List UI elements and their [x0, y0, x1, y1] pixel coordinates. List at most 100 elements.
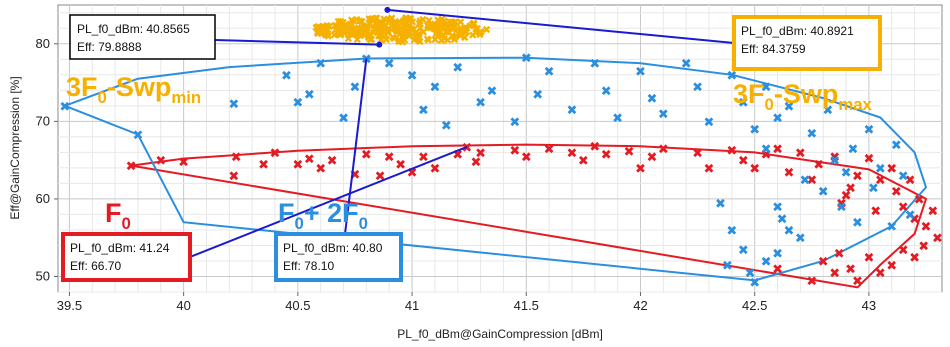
data-point-marker: ✖ [228, 170, 239, 185]
data-point-marker: ✖ [449, 21, 458, 34]
data-point-marker: ✖ [323, 24, 332, 37]
data-point-marker: ✖ [918, 239, 929, 254]
data-point-marker: ✖ [891, 139, 902, 154]
data-point-marker: ✖ [443, 19, 452, 32]
annotation-connector [387, 8, 735, 44]
data-point-marker: ✖ [451, 16, 460, 29]
data-point-marker: ✖ [726, 144, 737, 159]
data-point-marker: ✖ [749, 123, 760, 138]
data-point-marker: ✖ [818, 255, 829, 270]
data-point-marker: ✖ [231, 150, 242, 165]
data-point-marker: ✖ [822, 104, 833, 119]
data-point-marker: ✖ [228, 98, 239, 113]
data-point-marker: ✖ [772, 111, 783, 126]
y-tick-label: 80 [36, 36, 50, 51]
data-point-marker: ✖ [367, 34, 376, 47]
data-point-marker: ✖ [438, 18, 447, 31]
data-point-marker: ✖ [382, 34, 391, 47]
data-point-marker: ✖ [863, 123, 874, 138]
data-point-marker: ✖ [841, 166, 852, 181]
annotation-box [69, 14, 216, 60]
data-point-marker: ✖ [829, 154, 840, 169]
label-f0-2f0-part: F [278, 198, 295, 228]
data-point-marker: ✖ [799, 174, 810, 189]
data-point-marker: ✖ [410, 34, 419, 47]
data-point-marker: ✖ [376, 26, 385, 39]
data-point-marker: ✖ [452, 61, 463, 76]
data-point-marker: ✖ [761, 143, 772, 158]
annotation-line-1: PL_f0_dBm: 40.8921 [741, 24, 854, 38]
data-point-marker: ✖ [374, 23, 383, 36]
data-point-marker: ✖ [589, 140, 600, 155]
data-point-marker: ✖ [813, 158, 824, 173]
data-point-marker: ✖ [475, 28, 484, 41]
data-point-marker: ✖ [380, 28, 389, 41]
data-point-marker: ✖ [339, 21, 348, 34]
data-point-marker: ✖ [394, 35, 403, 48]
series-line [130, 143, 928, 289]
data-point-marker: ✖ [335, 27, 344, 40]
data-point-marker: ✖ [921, 220, 932, 235]
data-point-marker: ✖ [715, 197, 726, 212]
data-point-marker: ✖ [385, 14, 394, 27]
data-point-marker: ✖ [456, 22, 465, 35]
data-point-marker: ✖ [441, 119, 452, 134]
data-point-marker: ✖ [411, 31, 420, 44]
data-point-marker: ✖ [391, 22, 400, 35]
label-3f0-swp-max: 3F0-Swpmax [733, 79, 873, 114]
y-tick-label: 50 [36, 268, 50, 283]
data-point-marker: ✖ [355, 15, 364, 28]
data-point-marker: ✖ [456, 26, 465, 39]
data-point-marker: ✖ [400, 24, 409, 37]
data-point-marker: ✖ [868, 181, 879, 196]
y-tick-label: 70 [36, 113, 50, 128]
data-point-marker: ✖ [418, 104, 429, 119]
data-point-marker: ✖ [406, 15, 415, 28]
data-point-marker: ✖ [126, 160, 137, 175]
data-point-marker: ✖ [405, 26, 414, 39]
data-point-marker: ✖ [401, 13, 410, 26]
data-point-marker: ✖ [391, 24, 400, 37]
data-point-marker: ✖ [426, 21, 435, 34]
data-point-marker: ✖ [578, 154, 589, 169]
data-point-marker: ✖ [875, 267, 886, 282]
data-point-marker: ✖ [339, 16, 348, 29]
data-point-marker: ✖ [378, 26, 387, 39]
data-point-marker: ✖ [404, 13, 413, 26]
data-point-marker: ✖ [601, 148, 612, 163]
series-points: ✖ ✖ ✖ ✖✖✖✖✖ ✖✖✖✖✖✖✖✖✖✖✖✖✖✖✖ ✖ ✖✖ ✖✖✖✖ ✖✖✖✖ ✖✖✖✖✖✖… [59, 6, 943, 291]
data-point-marker: ✖ [445, 16, 454, 29]
data-point-marker: ✖ [681, 57, 692, 72]
data-point-marker: ✖ [426, 18, 435, 31]
data-point-marker: ✖ [397, 27, 406, 40]
data-point-marker: ✖ [444, 18, 453, 31]
data-point-marker: ✖ [336, 21, 345, 34]
data-point-marker: ✖ [692, 80, 703, 95]
data-point-marker: ✖ [784, 100, 795, 115]
data-point-marker: ✖ [365, 18, 374, 31]
data-point-marker: ✖ [439, 23, 448, 36]
data-point-marker: ✖ [352, 14, 361, 27]
data-point-marker: ✖ [449, 31, 458, 44]
x-axis-ticks: 39.5 40 40.5 41 41.5 42 42.5 43 [57, 292, 876, 313]
data-point-marker: ✖ [178, 156, 189, 171]
data-point-marker: ✖ [359, 20, 368, 33]
data-point-marker: ✖ [448, 23, 457, 36]
data-point-marker: ✖ [371, 12, 380, 25]
label-3f0-swp-min-part: 3F [66, 72, 98, 102]
data-point-marker: ✖ [392, 18, 401, 31]
data-point-marker: ✖ [461, 141, 472, 156]
data-point-marker: ✖ [475, 146, 486, 161]
data-point-marker: ✖ [772, 263, 783, 278]
data-point-marker: ✖ [845, 181, 856, 196]
data-point-marker: ✖ [385, 15, 394, 28]
data-point-marker: ✖ [441, 19, 450, 32]
data-point-marker: ✖ [349, 168, 360, 183]
data-point-marker: ✖ [589, 57, 600, 72]
data-point-marker: ✖ [795, 232, 806, 247]
data-point-marker: ✖ [476, 26, 485, 39]
data-point-marker: ✖ [437, 22, 446, 35]
label-f0-subscript: 0 [122, 214, 131, 233]
